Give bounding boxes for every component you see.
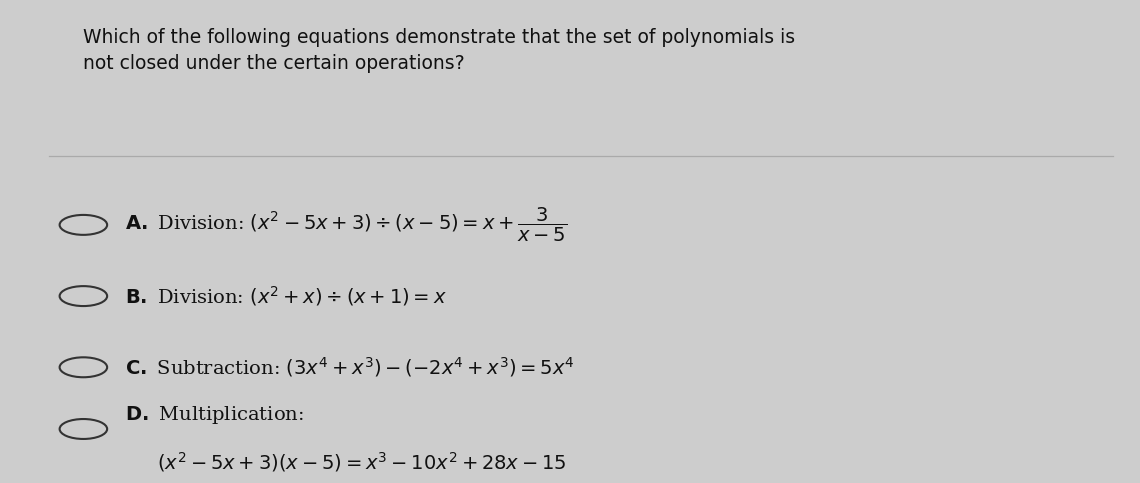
Text: $\mathbf{C.}$ Subtraction: $(3x^4 + x^3) - (-2x^4 + x^3) = 5x^4$: $\mathbf{C.}$ Subtraction: $(3x^4 + x^3)… xyxy=(125,355,575,379)
Text: Which of the following equations demonstrate that the set of polynomials is
not : Which of the following equations demonst… xyxy=(83,28,796,73)
Text: $(x^2 - 5x + 3)(x - 5) = x^3 - 10x^2 + 28x - 15$: $(x^2 - 5x + 3)(x - 5) = x^3 - 10x^2 + 2… xyxy=(157,450,567,474)
Text: $\mathbf{B.}$ Division: $(x^2 + x) \div (x + 1) = x$: $\mathbf{B.}$ Division: $(x^2 + x) \div … xyxy=(125,284,447,308)
Text: $\mathbf{A.}$ Division: $(x^2 - 5x + 3) \div (x - 5) = x + \dfrac{3}{x-5}$: $\mathbf{A.}$ Division: $(x^2 - 5x + 3) … xyxy=(125,206,568,244)
Text: $\mathbf{D.}$ Multiplication:: $\mathbf{D.}$ Multiplication: xyxy=(125,404,304,426)
